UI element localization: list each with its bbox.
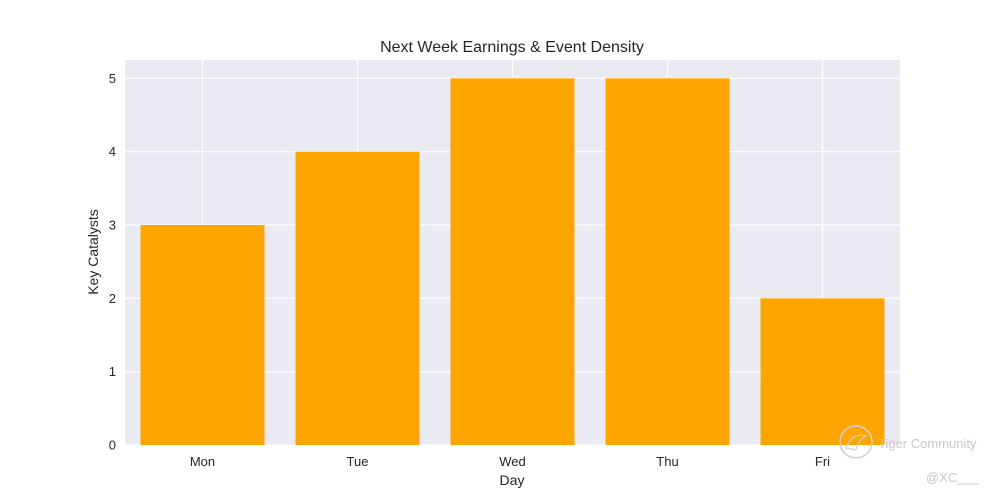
x-axis-label: Day — [500, 472, 525, 488]
tick-labels: 0 1 2 3 4 5 Mon Tue Wed Thu Fri — [109, 71, 830, 469]
tiger-logo-icon — [839, 425, 873, 459]
y-tick-label: 2 — [109, 291, 116, 306]
y-axis-label: Key Catalysts — [85, 209, 101, 295]
chart-title: Next Week Earnings & Event Density — [380, 39, 644, 56]
x-tick-label: Tue — [347, 454, 369, 469]
y-tick-label: 1 — [109, 364, 116, 379]
y-tick-label: 3 — [109, 218, 116, 233]
watermark: Tiger Community @XC___ — [839, 425, 980, 485]
watermark-brand: Tiger Community — [878, 436, 977, 451]
bars — [140, 78, 885, 445]
bar-mon — [140, 225, 265, 445]
bar-wed — [450, 78, 575, 445]
x-tick-label: Wed — [499, 454, 526, 469]
bar-tue — [295, 151, 420, 445]
x-tick-label: Mon — [190, 454, 215, 469]
bar-thu — [605, 78, 730, 445]
y-tick-label: 0 — [109, 438, 116, 453]
bar-fri — [760, 298, 885, 445]
y-tick-label: 5 — [109, 71, 116, 86]
x-tick-label: Thu — [656, 454, 678, 469]
y-tick-label: 4 — [109, 144, 116, 159]
x-tick-label: Fri — [815, 454, 830, 469]
watermark-handle: @XC___ — [926, 470, 980, 485]
